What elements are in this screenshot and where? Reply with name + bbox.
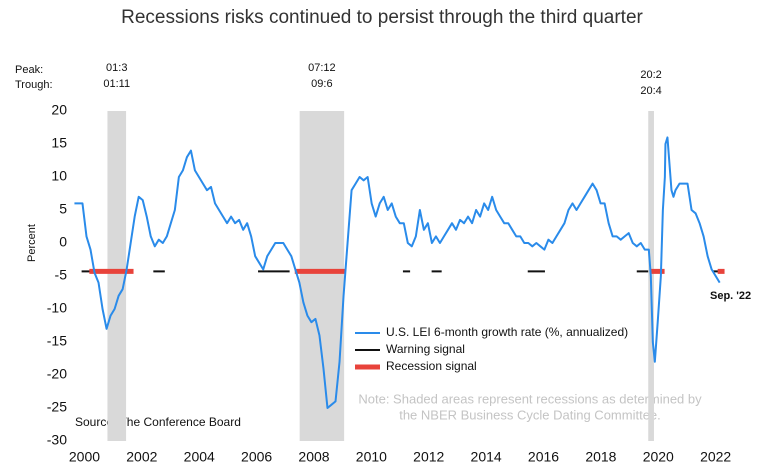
y-tick-label: 5 (59, 201, 67, 217)
x-tick-label: 2020 (643, 449, 674, 465)
last-label: Sep. '22 (710, 290, 751, 302)
trough-label: Trough: (15, 79, 53, 91)
recession-peak: 07:12 (308, 62, 336, 74)
recession-trough: 01:11 (103, 78, 130, 90)
legend-label: Warning signal (386, 342, 465, 356)
note: Note: Shaded areas represent recessions … (358, 391, 702, 406)
x-tick-label: 2004 (184, 449, 215, 465)
recession-shade (107, 111, 127, 441)
y-tick-label: 15 (51, 135, 67, 151)
y-tick-label: -10 (47, 300, 67, 316)
source: Source: The Conference Board (75, 415, 241, 429)
y-axis-label: Percent (26, 224, 38, 262)
x-tick-label: 2022 (700, 449, 731, 465)
series-line (74, 136, 721, 409)
recession-peak: 20:2 (640, 69, 661, 81)
chart-title: Recessions risks continued to persist th… (121, 7, 643, 28)
y-tick-label: 20 (51, 102, 67, 118)
y-tick-label: -15 (47, 333, 67, 349)
recession-peak: 01:3 (106, 62, 127, 74)
x-tick-label: 2012 (413, 449, 444, 465)
legend-label: U.S. LEI 6-month growth rate (%, annuali… (386, 325, 628, 339)
y-tick-label: -5 (55, 267, 68, 283)
peak-label: Peak: (15, 64, 43, 76)
x-tick-label: 2002 (126, 449, 157, 465)
note: the NBER Business Cycle Dating Committee… (399, 407, 661, 422)
y-tick-label: -25 (47, 399, 67, 415)
x-tick-label: 2016 (528, 449, 559, 465)
legend-label: Recession signal (386, 359, 477, 373)
y-tick-label: -20 (47, 366, 67, 382)
y-tick-label: -30 (47, 432, 67, 448)
y-tick-label: 10 (51, 168, 67, 184)
x-tick-label: 2000 (69, 449, 100, 465)
recession-trough: 09:6 (311, 78, 332, 90)
x-tick-label: 2006 (241, 449, 272, 465)
recession-trough: 20:4 (640, 85, 661, 97)
x-tick-label: 2014 (471, 449, 502, 465)
x-tick-label: 2018 (585, 449, 616, 465)
x-tick-label: 2010 (356, 449, 387, 465)
x-tick-label: 2008 (298, 449, 329, 465)
y-tick-label: 0 (59, 234, 67, 250)
